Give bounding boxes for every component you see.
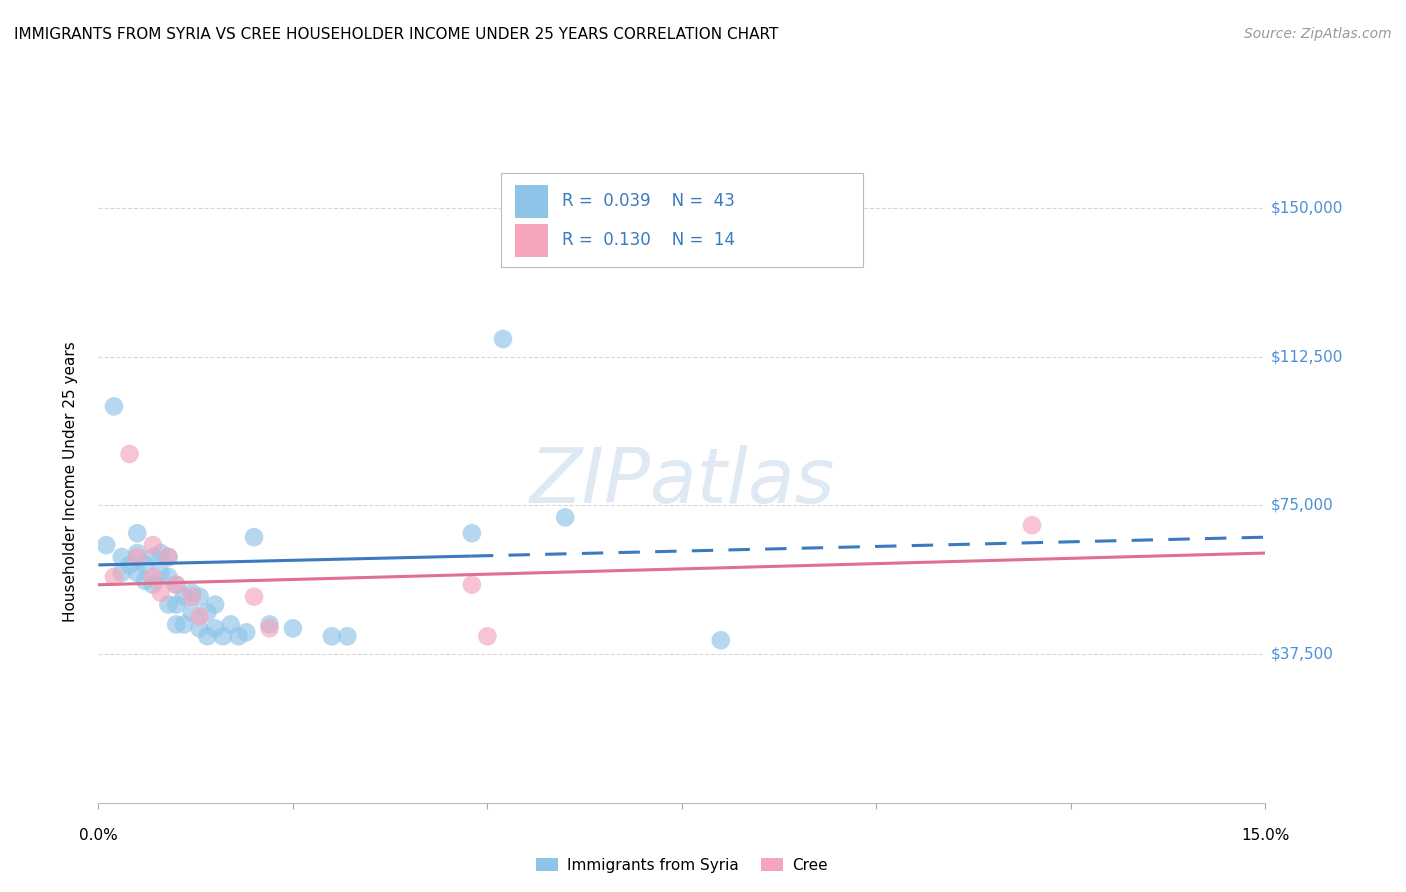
Point <box>134 558 156 572</box>
Point <box>243 590 266 604</box>
Text: $37,500: $37,500 <box>1271 647 1334 662</box>
Point <box>235 625 257 640</box>
Point <box>149 546 172 560</box>
Point <box>111 566 134 580</box>
Point <box>127 566 149 580</box>
Text: $150,000: $150,000 <box>1271 201 1344 216</box>
Point <box>461 526 484 541</box>
Text: $112,500: $112,500 <box>1271 350 1344 364</box>
Point <box>188 621 211 635</box>
Point <box>1021 518 1043 533</box>
Point <box>165 578 187 592</box>
Text: $75,000: $75,000 <box>1271 498 1334 513</box>
Point <box>165 617 187 632</box>
Point <box>461 578 484 592</box>
Point <box>127 549 149 564</box>
Point <box>477 629 499 643</box>
Point <box>157 570 180 584</box>
Point <box>204 621 226 635</box>
Point <box>710 633 733 648</box>
Point <box>204 598 226 612</box>
Point <box>219 617 242 632</box>
Y-axis label: Householder Income Under 25 years: Householder Income Under 25 years <box>63 342 77 622</box>
Point <box>212 629 235 643</box>
Point <box>336 629 359 643</box>
Point <box>157 549 180 564</box>
Point <box>127 546 149 560</box>
Point <box>321 629 343 643</box>
FancyBboxPatch shape <box>515 185 548 218</box>
Point <box>228 629 250 643</box>
Point <box>127 526 149 541</box>
Point <box>259 621 281 635</box>
Text: 0.0%: 0.0% <box>79 829 118 844</box>
Point <box>142 538 165 552</box>
Point <box>118 558 141 572</box>
Point <box>243 530 266 544</box>
Point <box>259 617 281 632</box>
Text: 15.0%: 15.0% <box>1241 829 1289 844</box>
FancyBboxPatch shape <box>515 224 548 257</box>
Point <box>188 609 211 624</box>
Text: ZIPatlas: ZIPatlas <box>529 445 835 518</box>
Point <box>103 570 125 584</box>
Point <box>118 447 141 461</box>
Text: Source: ZipAtlas.com: Source: ZipAtlas.com <box>1244 27 1392 41</box>
Point <box>180 585 202 599</box>
Point <box>554 510 576 524</box>
Point <box>165 598 187 612</box>
Legend: Immigrants from Syria, Cree: Immigrants from Syria, Cree <box>530 852 834 879</box>
Point <box>103 400 125 414</box>
Point <box>149 585 172 599</box>
Point <box>142 578 165 592</box>
Point <box>157 598 180 612</box>
Point <box>96 538 118 552</box>
Text: IMMIGRANTS FROM SYRIA VS CREE HOUSEHOLDER INCOME UNDER 25 YEARS CORRELATION CHAR: IMMIGRANTS FROM SYRIA VS CREE HOUSEHOLDE… <box>14 27 779 42</box>
Point <box>157 549 180 564</box>
Point <box>149 566 172 580</box>
Text: R =  0.039    N =  43: R = 0.039 N = 43 <box>562 193 734 211</box>
Point <box>188 590 211 604</box>
Point <box>134 574 156 588</box>
Point <box>180 590 202 604</box>
Point <box>180 606 202 620</box>
Point <box>195 629 218 643</box>
Point <box>165 578 187 592</box>
Point <box>195 606 218 620</box>
Point <box>173 590 195 604</box>
Point <box>173 617 195 632</box>
Point <box>142 570 165 584</box>
Point <box>492 332 515 346</box>
Point <box>142 549 165 564</box>
Text: R =  0.130    N =  14: R = 0.130 N = 14 <box>562 231 735 250</box>
FancyBboxPatch shape <box>501 173 863 267</box>
Point <box>281 621 304 635</box>
Point <box>111 549 134 564</box>
